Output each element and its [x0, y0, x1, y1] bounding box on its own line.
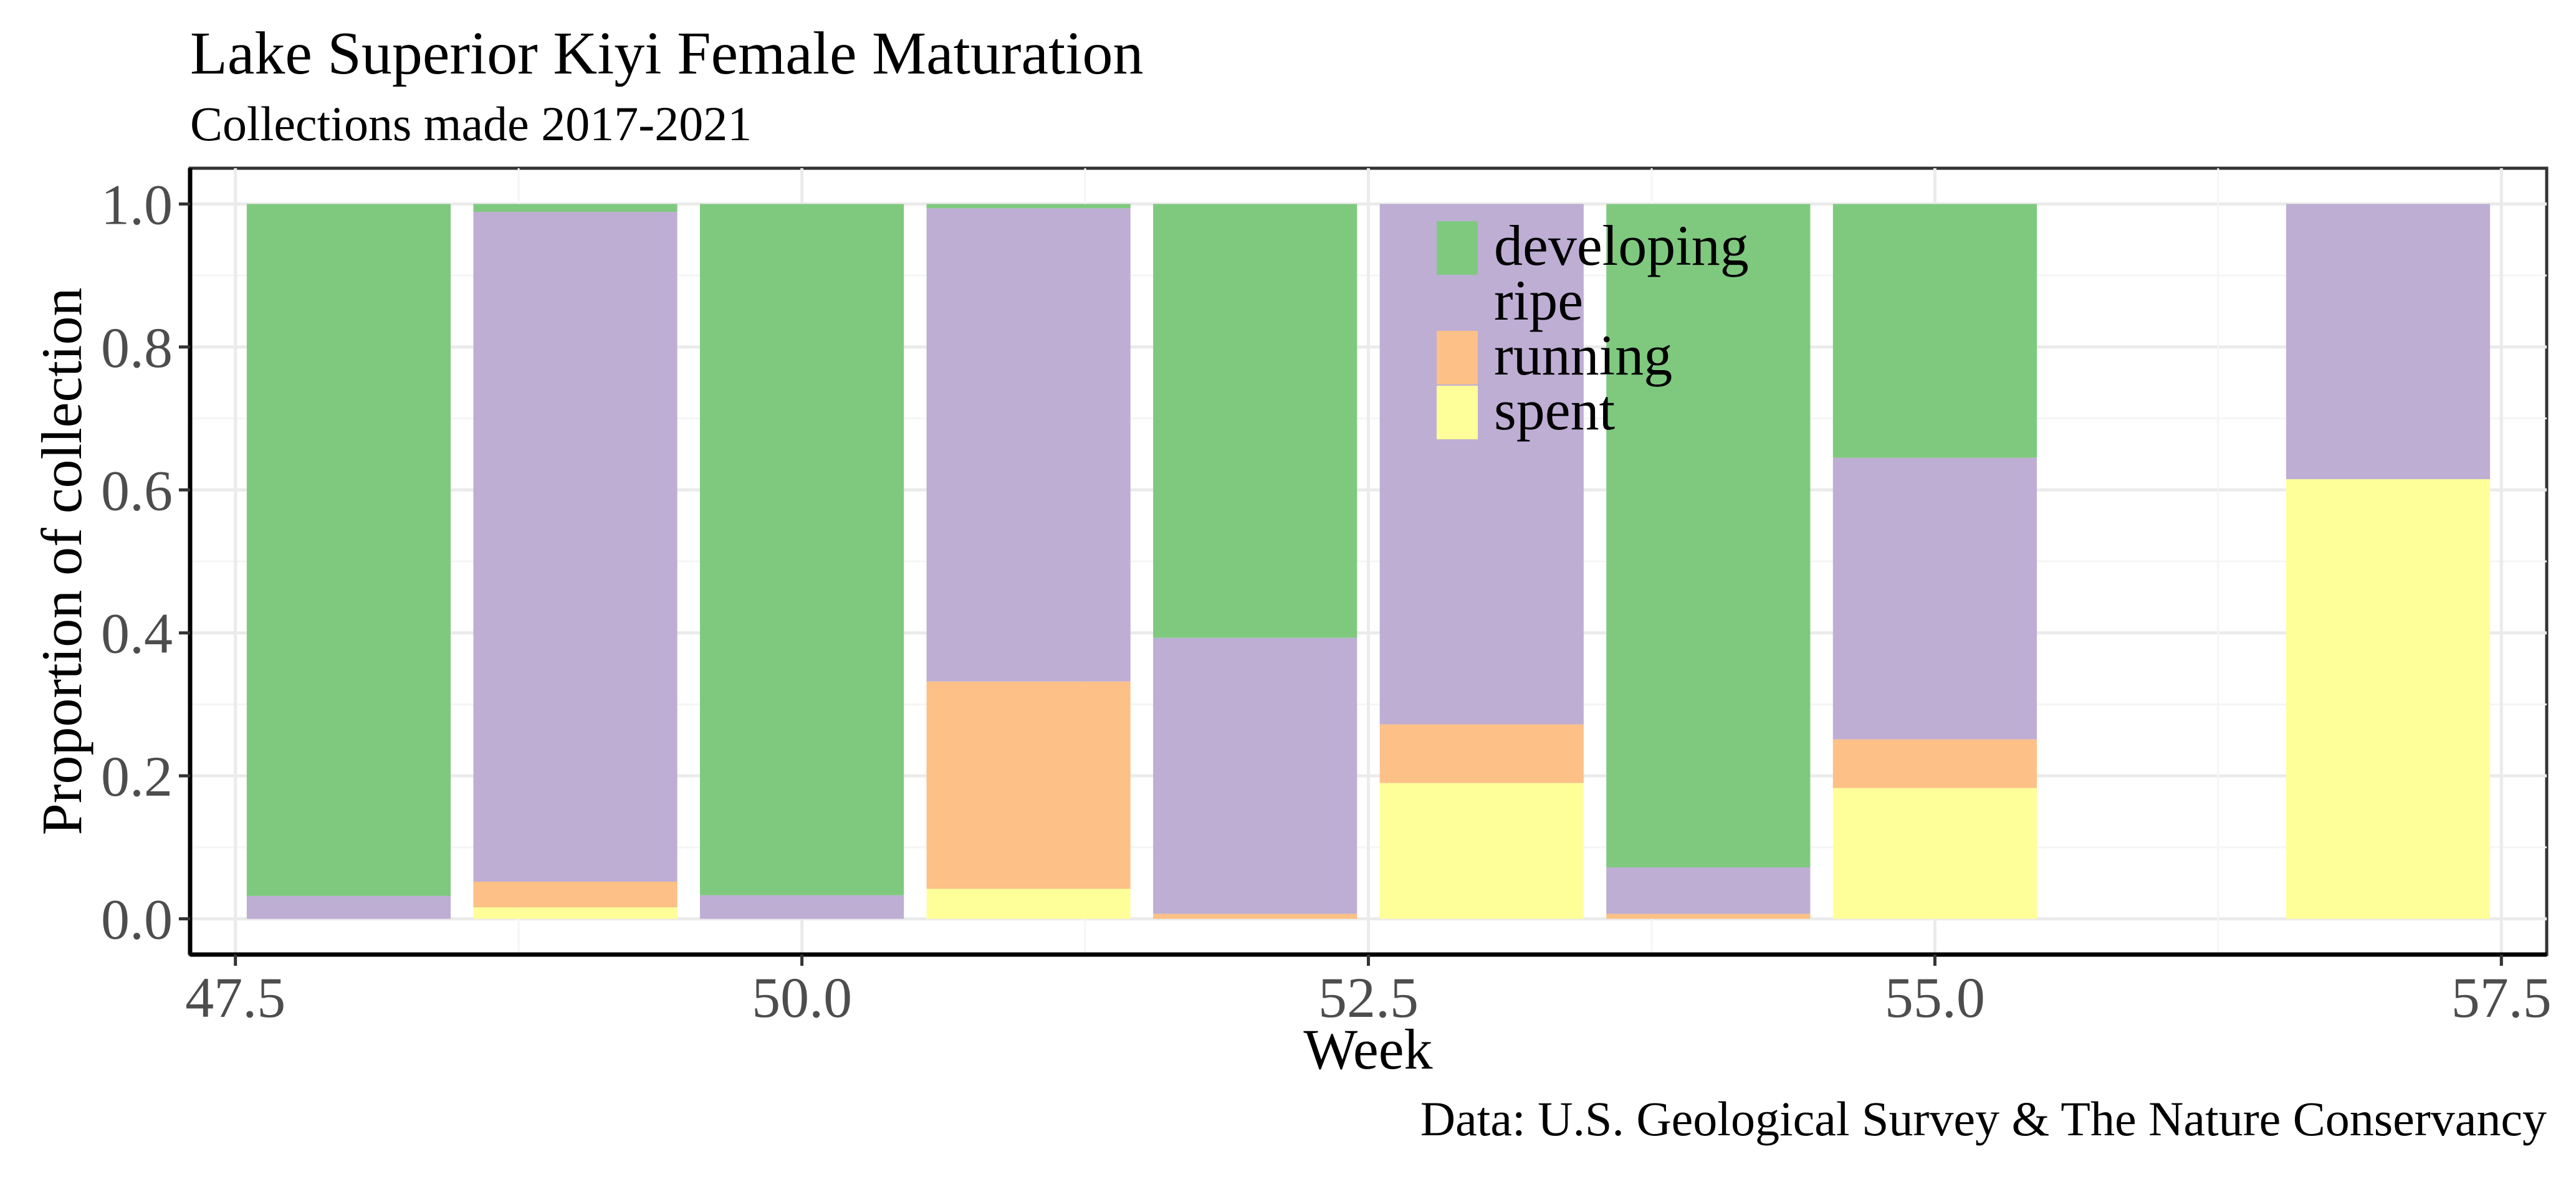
x-tick-label: 52.5 [1318, 966, 1419, 1029]
bar-segment-ripe [1832, 457, 2037, 740]
bar-segment-ripe [700, 895, 904, 919]
legend-key-ripe [1437, 276, 1478, 330]
bar-segment-spent [1379, 783, 1584, 919]
chart-subtitle: Collections made 2017-2021 [190, 97, 752, 151]
legend-label-running: running [1494, 323, 1672, 387]
y-tick-label: 0.4 [101, 602, 173, 665]
x-tick-label: 57.5 [2451, 966, 2552, 1029]
bar-segment-ripe [1606, 867, 1811, 914]
x-axis-title: Week [1303, 1017, 1432, 1081]
y-tick-label: 0.2 [101, 745, 173, 808]
legend-key-spent [1437, 386, 1478, 439]
bar-segment-spent [2286, 479, 2491, 919]
bar-segment-ripe [473, 211, 678, 882]
bar-segment-ripe [926, 208, 1131, 682]
bar-segment-running [473, 881, 678, 908]
legend-label-spent: spent [1494, 378, 1616, 442]
bar-segment-developing [700, 204, 904, 895]
bar-segment-running [1153, 913, 1357, 919]
chart-title: Lake Superior Kiyi Female Maturation [190, 20, 1143, 87]
bar-segment-ripe [1153, 637, 1357, 914]
bar-segment-developing [1153, 204, 1357, 638]
axes: 0.0 0.2 0.4 0.6 0.8 1.0 47.5 50.0 52.5 55.0 57.5 [101, 168, 2552, 1029]
legend-label-ripe: ripe [1494, 269, 1583, 332]
y-axis-title: Proportion of collection [30, 288, 93, 836]
bar-segment-ripe [1379, 204, 1584, 725]
legend-label-developing: developing [1494, 214, 1749, 277]
bar-segment-running [926, 681, 1131, 889]
bar-segment-developing [926, 204, 1131, 209]
bar-segment-ripe [2286, 204, 2491, 480]
bar-segment-spent [473, 907, 678, 919]
y-tick-label: 0.0 [101, 888, 173, 951]
x-tick-label: 50.0 [752, 966, 852, 1029]
legend-key-running [1437, 331, 1478, 384]
x-tick-label: 47.5 [185, 966, 285, 1029]
bar-segment-ripe [246, 895, 451, 919]
bar-segment-running [1606, 913, 1811, 919]
y-tick-label: 1.0 [101, 173, 173, 236]
x-tick-label: 55.0 [1885, 966, 1985, 1029]
bar-segment-developing [246, 204, 451, 896]
bar-segment-running [1379, 724, 1584, 783]
bar-segment-spent [926, 889, 1131, 919]
legend-key-developing [1437, 221, 1478, 275]
chart-caption: Data: U.S. Geological Survey & The Natur… [1420, 1092, 2547, 1146]
bar-segment-developing [473, 204, 678, 212]
bar-segment-developing [1606, 204, 1811, 868]
y-tick-label: 0.6 [101, 459, 173, 522]
bar-segment-spent [1832, 788, 2037, 919]
bar-segment-developing [1832, 204, 2037, 458]
y-tick-label: 0.8 [101, 316, 173, 379]
bar-segment-running [1832, 739, 2037, 788]
bars [246, 204, 2491, 919]
